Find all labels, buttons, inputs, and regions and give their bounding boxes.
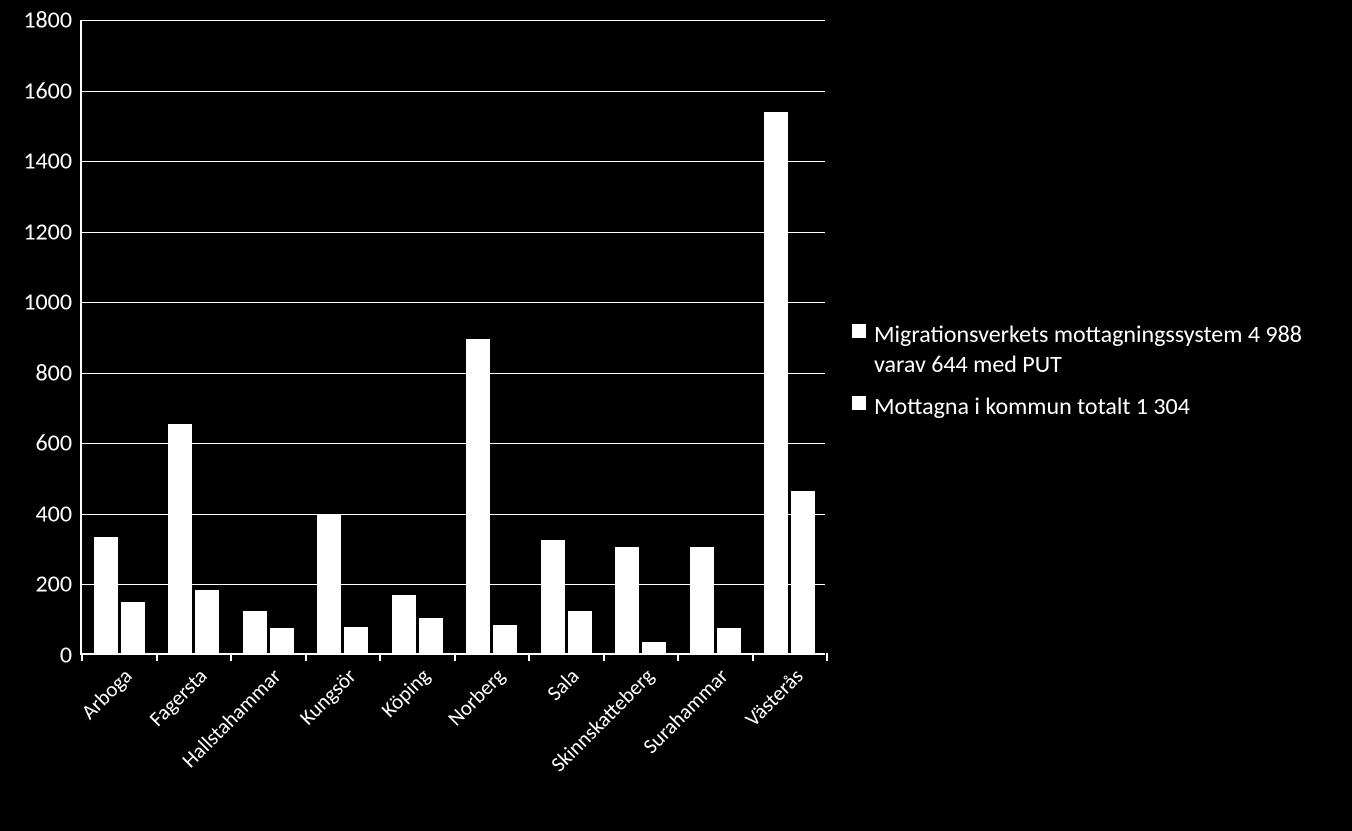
bar-group xyxy=(753,20,828,653)
x-tick-label: Norberg xyxy=(442,663,510,731)
x-tick-mark xyxy=(379,653,381,661)
y-tick-label: 1200 xyxy=(23,217,72,246)
bar-group xyxy=(82,20,157,653)
bar xyxy=(419,618,443,653)
bar xyxy=(541,540,565,653)
bar xyxy=(270,628,294,653)
legend-swatch xyxy=(852,324,866,338)
bar xyxy=(791,491,815,653)
gridline xyxy=(82,373,825,374)
gridline xyxy=(82,20,825,21)
x-tick-mark xyxy=(156,653,158,661)
bars-layer xyxy=(82,20,825,653)
y-tick-label: 1000 xyxy=(23,288,72,317)
legend-item: Migrationsverkets mottagningssystem 4 98… xyxy=(852,320,1342,380)
bar-group xyxy=(455,20,530,653)
x-tick-mark xyxy=(752,653,754,661)
legend-label: Migrationsverkets mottagningssystem 4 98… xyxy=(874,320,1342,380)
bar-group xyxy=(157,20,232,653)
y-tick-label: 1400 xyxy=(23,147,72,176)
y-tick-label: 800 xyxy=(36,358,73,387)
bar-group xyxy=(231,20,306,653)
bar xyxy=(168,424,192,653)
bar xyxy=(764,112,788,654)
bar xyxy=(717,628,741,653)
x-tick-mark xyxy=(305,653,307,661)
bar-group xyxy=(604,20,679,653)
plot-area: 020040060080010001200140016001800ArbogaF… xyxy=(80,20,825,655)
gridline xyxy=(82,161,825,162)
x-tick-mark xyxy=(230,653,232,661)
x-tick-label: Köping xyxy=(376,663,436,723)
bar xyxy=(344,627,368,653)
x-tick-mark xyxy=(454,653,456,661)
bar xyxy=(121,602,145,653)
gridline xyxy=(82,91,825,92)
bar-chart: 0 200 400 600 800 1000 1200 1400 1600 1800 ArbogaF… xyxy=(0,0,1352,831)
gridline xyxy=(82,302,825,303)
bar xyxy=(568,611,592,653)
x-tick-label: Kungsör xyxy=(294,663,361,730)
y-tick-label: 1600 xyxy=(23,76,72,105)
y-tick-label: 200 xyxy=(36,570,73,599)
x-tick-mark xyxy=(826,653,828,661)
y-tick-label: 1800 xyxy=(23,6,72,35)
bar xyxy=(493,625,517,653)
bar-group xyxy=(678,20,753,653)
x-tick-mark xyxy=(81,653,83,661)
x-tick-label: Arboga xyxy=(76,663,138,725)
bar-group xyxy=(529,20,604,653)
x-tick-label: Fagersta xyxy=(143,663,212,732)
x-tick-label: Sala xyxy=(542,663,585,706)
x-tick-label: Västerås xyxy=(739,663,808,732)
legend-swatch xyxy=(852,396,866,410)
bar xyxy=(642,642,666,653)
y-tick-label: 400 xyxy=(36,499,73,528)
x-tick-mark xyxy=(677,653,679,661)
legend-label: Mottagna i kommun totalt 1 304 xyxy=(874,392,1190,422)
legend: Migrationsverkets mottagningssystem 4 98… xyxy=(852,320,1342,434)
gridline xyxy=(82,232,825,233)
bar-group xyxy=(306,20,381,653)
y-tick-label: 600 xyxy=(36,429,73,458)
y-tick-label: 0 xyxy=(60,641,72,670)
x-tick-mark xyxy=(528,653,530,661)
bar xyxy=(243,611,267,653)
bar xyxy=(615,547,639,653)
gridline xyxy=(82,443,825,444)
bar xyxy=(690,547,714,653)
bar xyxy=(94,537,118,653)
x-tick-mark xyxy=(603,653,605,661)
bar xyxy=(392,595,416,653)
bar-group xyxy=(380,20,455,653)
gridline xyxy=(82,584,825,585)
bar xyxy=(466,339,490,653)
legend-item: Mottagna i kommun totalt 1 304 xyxy=(852,392,1342,422)
gridline xyxy=(82,514,825,515)
bar xyxy=(195,590,219,654)
